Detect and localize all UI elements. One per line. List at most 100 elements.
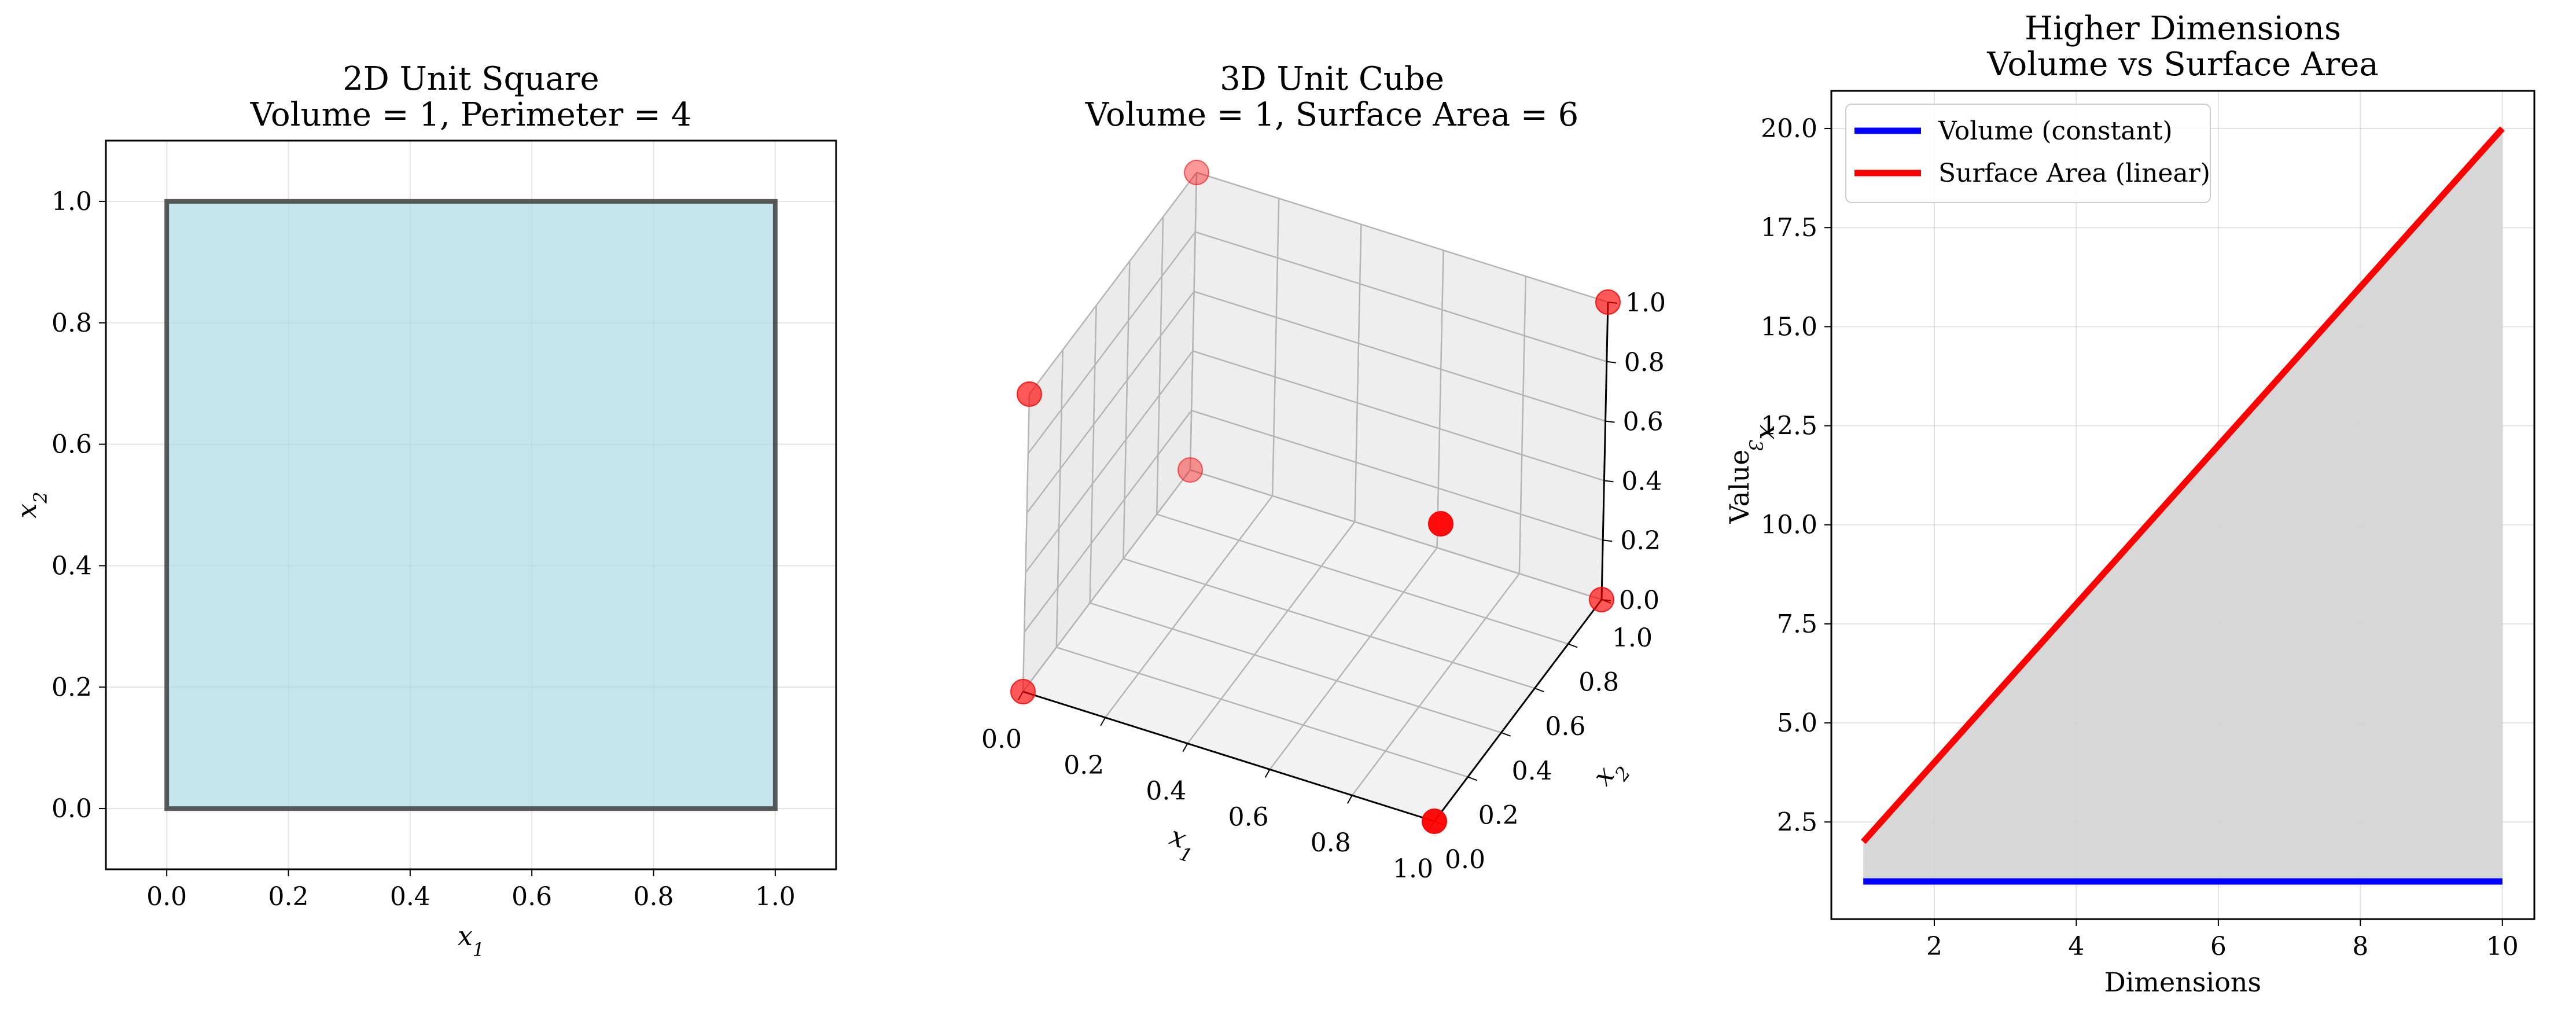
panel-2d-unit-square: 0.0 0.2 0.4 0.6 0.8 1.0 0.0 0.2 0.4 0.6 0.8 1.0 2D U…: [11, 60, 837, 961]
z-tick: [1606, 361, 1616, 363]
grid-line-3d: [1056, 646, 1469, 778]
chart-title: Higher Dimensions: [2025, 10, 2341, 47]
grid-line-3d: [1518, 276, 1527, 574]
fill-between-area: [1863, 128, 2503, 881]
x-tick-label: 1.0: [1393, 854, 1433, 884]
z-tick-label: 0.8: [1624, 348, 1665, 377]
y-tick-label: 0.0: [1445, 845, 1485, 875]
x-tick: [1264, 769, 1271, 778]
x-tick-label: 4: [2068, 932, 2084, 961]
z-tick: [1605, 420, 1615, 423]
grid-line-3d: [1029, 172, 1197, 395]
grid-line-3d: [1155, 216, 1164, 515]
y-tick-label: 0.6: [1545, 712, 1585, 741]
cube-vertex: [1428, 511, 1453, 537]
y-tick: [1467, 776, 1478, 781]
y-axis-label: Value: [1724, 450, 1755, 524]
x-tick-label: 6: [2210, 932, 2227, 961]
y-tick-label: 2.5: [1777, 807, 1817, 837]
y-tick-label: 1.0: [1612, 623, 1653, 653]
grid-line-3d: [1105, 495, 1274, 718]
y-axis-line: [1433, 599, 1603, 822]
legend-box: [1845, 104, 2211, 203]
y-tick-label: 0.0: [51, 794, 92, 824]
z-tick-label: 0.4: [1621, 466, 1662, 496]
x-tick-label: 0.6: [511, 882, 552, 912]
legend-label-0: Volume (constant): [1938, 116, 2173, 146]
chart-title: 3D Unit Cube: [1220, 60, 1444, 98]
y-tick-label: 10.0: [1761, 510, 1817, 540]
y-tick-label: 0.2: [51, 673, 92, 702]
grid-line-3d: [1196, 171, 1609, 303]
chart-title: 2D Unit Square: [343, 60, 599, 98]
x-axis-label: Dimensions: [2104, 967, 2261, 998]
y-tick-label: 0.8: [1578, 668, 1619, 697]
x-tick-label: 0.4: [1146, 777, 1186, 806]
y-tick-label: 0.4: [1512, 756, 1552, 786]
grid-line-3d: [1026, 291, 1195, 514]
x-tick-label: 0.0: [146, 882, 187, 912]
x-tick-label: 0.8: [1311, 828, 1351, 858]
y-tick-label: 0.8: [51, 308, 92, 338]
grid-line-3d: [1190, 469, 1602, 601]
back-pane: [1190, 172, 1608, 600]
y-tick: [1501, 732, 1511, 737]
x-tick-label: 0.2: [268, 882, 309, 912]
y-tick-label: 5.0: [1777, 708, 1817, 738]
x-tick-label: 1.0: [755, 882, 796, 912]
z-axis-label: x3: [1745, 425, 1785, 451]
plot-frame: [105, 139, 837, 870]
panel-higher-dimensions: 2 4 6 8 10 2.5 5.0 7.5 10.0 12.5 15.0 17.5 20.0 Highe…: [1724, 10, 2535, 998]
grid-line-3d: [1090, 602, 1502, 733]
y-axis-label: x2: [11, 491, 51, 518]
grid-line-3d: [1024, 410, 1193, 633]
grid-line-3d: [1123, 261, 1131, 559]
grid-line-3d: [1195, 231, 1607, 362]
z-tick: [1604, 480, 1614, 483]
legend: Volume (constant) Surface Area (linear): [1845, 104, 2211, 203]
grid-line-3d: [1089, 305, 1097, 603]
z-tick: [1603, 539, 1613, 542]
grid-line-3d: [1022, 469, 1191, 692]
legend-label-1: Surface Area (linear): [1938, 159, 2210, 188]
grid-line-3d: [1194, 291, 1606, 422]
grid-line-3d: [1055, 350, 1064, 648]
cube-vertex: [1589, 587, 1614, 612]
x-tick: [1182, 743, 1188, 752]
grid-line-3d: [1156, 513, 1569, 645]
x-tick: [1346, 795, 1353, 804]
unit-square: [164, 199, 778, 811]
y-tick-label: 12.5: [1761, 412, 1817, 441]
grid-line-3d: [1271, 198, 1280, 496]
x-tick-label: 0.4: [390, 882, 430, 912]
y-tick-label: 7.5: [1777, 609, 1817, 639]
cube-vertex: [1595, 289, 1621, 315]
z-axis-line: [1600, 302, 1609, 600]
cube-vertex: [1017, 381, 1042, 407]
left-pane: [1023, 172, 1197, 692]
z-tick-label: 1.0: [1625, 288, 1666, 318]
x-axis-line: [1022, 690, 1435, 822]
grid-line-3d: [1351, 573, 1520, 796]
y-tick-label: 20.0: [1761, 114, 1817, 144]
grid-line-3d: [1027, 232, 1196, 454]
x-tick-label: 10: [2486, 932, 2519, 961]
z-tick-label: 0.2: [1620, 526, 1661, 556]
chart-subtitle: Volume vs Surface Area: [1986, 46, 2379, 83]
grid-line-3d: [1022, 394, 1031, 692]
y-tick: [1534, 688, 1544, 693]
x-tick-label: 0.6: [1228, 802, 1269, 832]
x-tick-label: 0.8: [634, 882, 674, 912]
grid-line-3d: [1025, 350, 1194, 574]
y-tick-label: 15.0: [1761, 312, 1817, 341]
grid-line-3d: [1191, 410, 1603, 541]
cube-vertex: [1177, 457, 1203, 483]
y-tick-label: 1.0: [51, 187, 92, 216]
y-tick-label: 0.4: [51, 551, 92, 581]
x-tick-label: 2: [1926, 932, 1942, 961]
series-line-1: [1861, 126, 2505, 844]
chart-subtitle: Volume = 1, Perimeter = 4: [250, 96, 692, 134]
panel-3d-unit-cube: 0.0 0.2 0.4 0.6 0.8 1.0 0.0 0.2 0.4 0.6 0.8 1.0 0.0 0…: [981, 60, 1785, 884]
x-axis-label: x1: [458, 920, 484, 961]
